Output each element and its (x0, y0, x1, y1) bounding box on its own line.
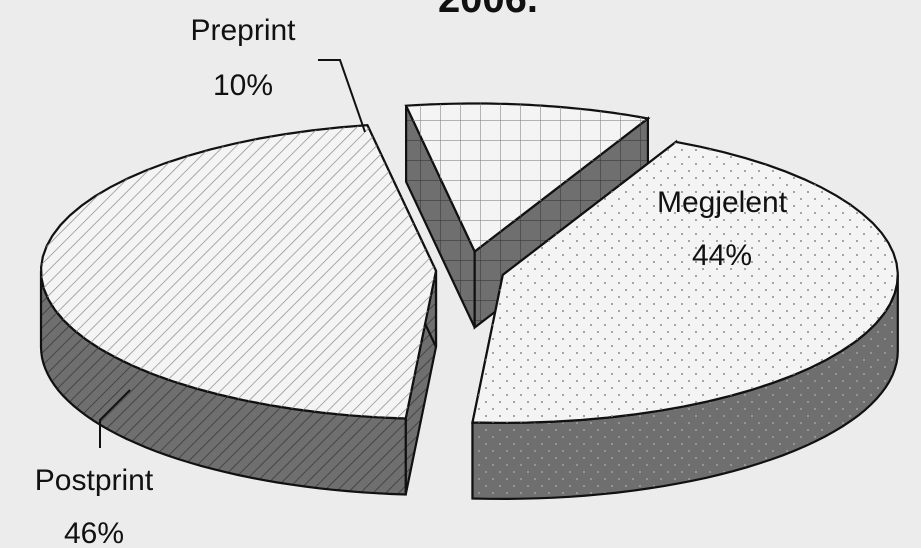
slice-label-postprint-name: Postprint (35, 464, 154, 497)
slice-preprint (404, 102, 651, 330)
slice-label-preprint-percent: 10% (213, 69, 273, 102)
slice-megjelent-pattern (472, 141, 898, 423)
leader-line-postprint (99, 389, 131, 448)
slice-label-megjelent: Megjelent 44% (657, 186, 788, 272)
slice-megjelent (471, 139, 899, 501)
slice-label-postprint-percent: 46% (64, 517, 124, 548)
slice-label-megjelent-percent: 44% (692, 239, 752, 272)
chart-title: 2006. (438, 0, 538, 21)
slice-label-preprint-name: Preprint (190, 14, 296, 47)
leader-lines (99, 59, 366, 448)
slice-label-preprint: Preprint 10% (190, 14, 296, 102)
leader-line-preprint (318, 59, 366, 133)
slice-label-postprint: Postprint 46% (35, 464, 154, 548)
slice-preprint-pattern (406, 103, 648, 252)
slice-postprint (39, 124, 438, 496)
slice-postprint-pattern (41, 125, 436, 419)
slice-label-megjelent-name: Megjelent (657, 186, 788, 219)
